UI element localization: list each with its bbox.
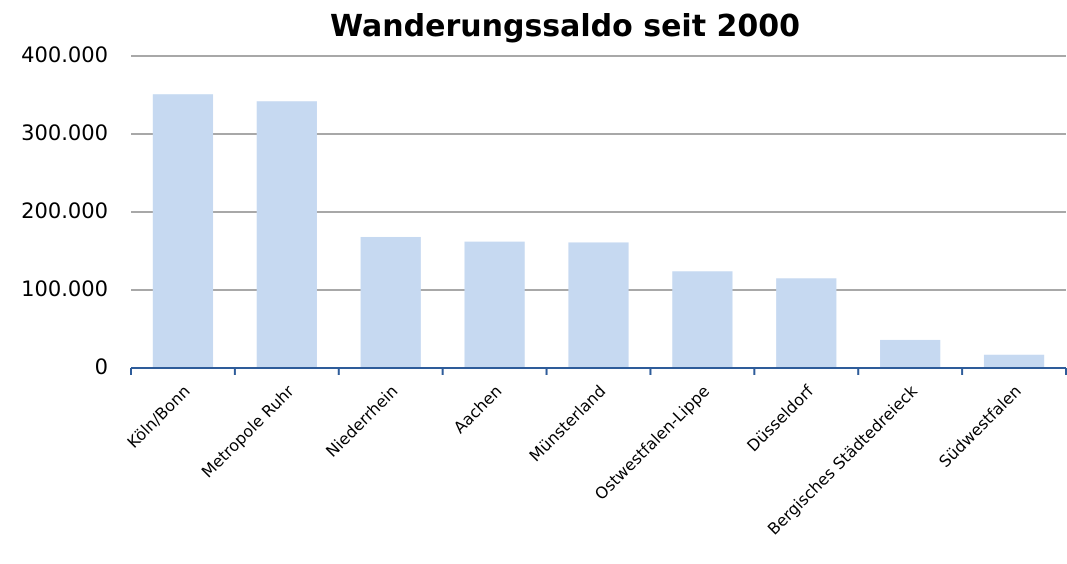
bar xyxy=(152,94,214,368)
bar xyxy=(880,339,941,368)
bar xyxy=(464,241,525,368)
chart-title: Wanderungssaldo seit 2000 xyxy=(330,9,800,44)
x-tick-label: Köln/Bonn xyxy=(123,381,193,451)
y-tick-label: 0 xyxy=(95,355,108,379)
bar xyxy=(672,271,733,368)
bar xyxy=(256,101,317,369)
bar xyxy=(360,236,421,368)
y-tick-label: 400.000 xyxy=(21,43,108,67)
y-tick-label: 200.000 xyxy=(21,199,108,223)
x-tick-label: Münsterland xyxy=(525,381,609,465)
y-tick-label: 100.000 xyxy=(21,277,108,301)
y-tick-label: 300.000 xyxy=(21,121,108,145)
x-tick-label: Niederrhein xyxy=(322,381,401,460)
x-tick-label: Ostwestfalen-Lippe xyxy=(591,381,713,503)
x-tick-label: Aachen xyxy=(450,381,506,437)
bar xyxy=(983,354,1045,368)
x-tick-label: Düsseldorf xyxy=(743,381,817,455)
bar xyxy=(568,242,629,368)
bar xyxy=(776,278,837,368)
x-tick-label: Südwestfalen xyxy=(935,381,1025,471)
x-tick-label: Metropole Ruhr xyxy=(198,381,298,481)
